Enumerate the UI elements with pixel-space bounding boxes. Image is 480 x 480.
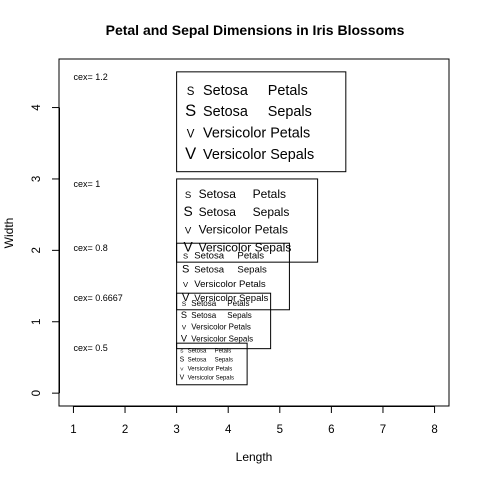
legend-symbol: V: [185, 144, 196, 163]
legend-entry-text: Versicolor Petals: [191, 323, 251, 332]
legend-entry-text: Setosa Petals: [199, 187, 286, 201]
legend-symbol: V: [184, 239, 194, 254]
legend-symbol: V: [182, 292, 190, 304]
legend-symbol: V: [187, 128, 195, 140]
x-tick-label: 6: [328, 424, 334, 436]
legend-symbol: V: [182, 325, 187, 332]
legend-frame: [176, 242, 290, 311]
y-axis-label: Width: [2, 218, 16, 249]
legend-symbol: S: [180, 357, 185, 364]
legend-symbol: S: [182, 264, 189, 276]
legend-symbol: S: [183, 251, 188, 260]
x-axis-label: Length: [236, 450, 273, 464]
legend-symbol: V: [183, 280, 189, 289]
legend-entry-text: Setosa Sepals: [203, 104, 312, 120]
cex-label: cex= 0.5: [73, 343, 107, 353]
legend-frame: [176, 342, 248, 386]
legend-symbol: S: [185, 101, 196, 120]
x-tick-label: 8: [431, 424, 437, 436]
legend-symbol: S: [184, 204, 193, 219]
x-tick-label: 1: [70, 424, 76, 436]
cex-label: cex= 0.6667: [73, 293, 122, 303]
legend-symbol: S: [187, 86, 195, 98]
cex-label: cex= 1: [73, 179, 100, 189]
legend-frame: [176, 292, 272, 350]
legend-symbol: V: [181, 334, 188, 344]
y-tick-label: 2: [31, 247, 43, 253]
legend-frame: [176, 71, 347, 173]
legend-entry-text: Versicolor Petals: [188, 367, 233, 373]
legend-entry-text: Setosa Sepals: [199, 205, 290, 219]
legend-entry-text: Setosa Petals: [191, 299, 249, 308]
y-tick-label: 0: [31, 390, 43, 396]
legend-entry-text: Versicolor Sepals: [199, 240, 292, 254]
legend-entry-text: Versicolor Petals: [194, 279, 266, 290]
y-tick-label: 3: [31, 176, 43, 182]
legend-frame: [176, 178, 319, 263]
x-axis: 1 2 3 4 5 6 7 8: [70, 406, 438, 436]
legend-entry-text: Setosa Sepals: [188, 358, 233, 364]
legend-entry-text: Setosa Petals: [194, 250, 264, 261]
x-tick-label: 7: [380, 424, 386, 436]
legend-entry-text: Setosa Sepals: [194, 265, 267, 276]
legend-entry-text: Versicolor Sepals: [188, 375, 234, 381]
cex-label: cex= 1.2: [73, 72, 107, 82]
legend-entry-text: Versicolor Sepals: [191, 335, 253, 344]
y-tick-label: 1: [31, 319, 43, 325]
legend-symbol: V: [180, 374, 185, 381]
legend-entry-text: Versicolor Sepals: [203, 147, 314, 163]
chart-title: Petal and Sepal Dimensions in Iris Bloss…: [106, 22, 405, 38]
legend-symbol: S: [180, 349, 183, 355]
legend-box-cex-1-2: cex= 1.2 S Setosa Petals S Setosa Sepals V Ver…: [73, 71, 347, 173]
legend-entry-text: Versicolor Petals: [199, 223, 288, 237]
x-tick-label: 5: [277, 424, 283, 436]
cex-label: cex= 0.8: [73, 243, 107, 253]
legend-symbol: V: [180, 367, 184, 373]
x-tick-label: 2: [122, 424, 128, 436]
legend-symbol: S: [181, 310, 187, 320]
legend-entry-text: Setosa Sepals: [191, 311, 251, 320]
legend-symbol: S: [185, 190, 191, 201]
legend-symbol: V: [185, 226, 192, 237]
x-tick-label: 4: [225, 424, 232, 436]
legend-entry-text: Versicolor Sepals: [194, 293, 268, 304]
legend-symbol: S: [182, 301, 186, 308]
legend-entry-text: Versicolor Petals: [203, 125, 310, 141]
legend-box-cex-1: cex= 1 S Setosa Petals S Setosa Sepals V Versi…: [73, 178, 319, 263]
legend-entry-text: Setosa Petals: [188, 349, 232, 355]
x-tick-label: 3: [173, 424, 179, 436]
legend-entry-text: Setosa Petals: [203, 83, 308, 99]
y-tick-label: 4: [31, 104, 43, 111]
y-axis: 0 1 2 3 4: [31, 104, 60, 396]
